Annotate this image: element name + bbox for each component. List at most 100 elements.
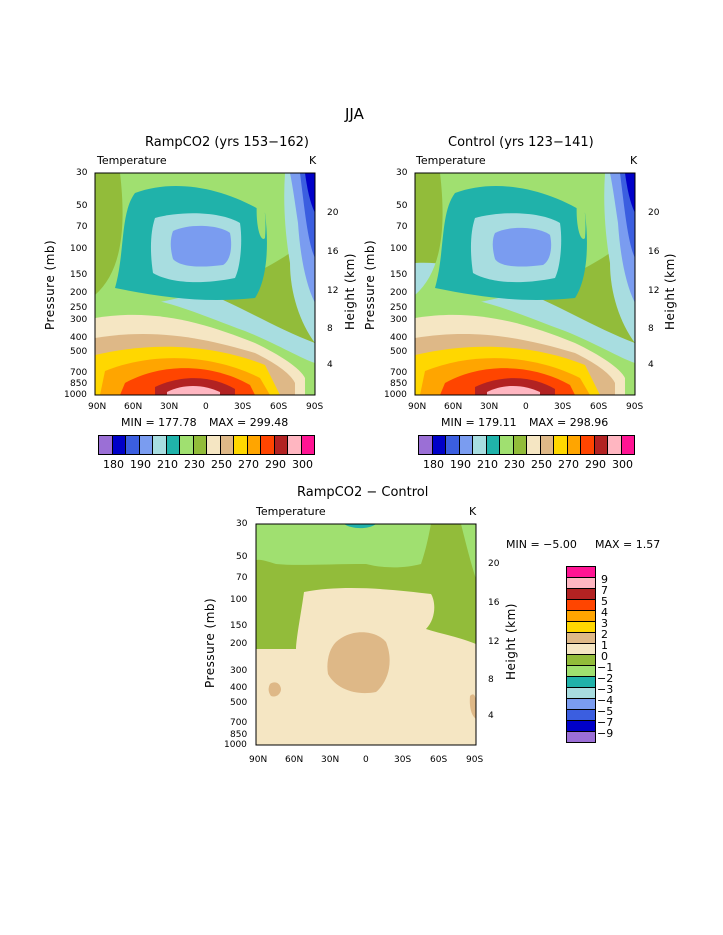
y-right-tick: 4 [648, 360, 654, 370]
y-tick: 200 [390, 288, 408, 298]
units-label: K [309, 154, 317, 167]
y-tick: 400 [390, 333, 408, 343]
colorbar-label: 210 [477, 458, 498, 471]
colorbar-label: 2 [601, 628, 608, 641]
min-label: MIN = −5.00 [506, 538, 577, 551]
y-tick: 150 [70, 270, 88, 280]
colorbar-label: 290 [585, 458, 606, 471]
colorbar-label: −1 [597, 661, 614, 674]
colorbar-label: −5 [597, 705, 614, 718]
colorbar-label: 270 [558, 458, 579, 471]
y-tick: 700 [230, 718, 248, 728]
y-tick: 70 [236, 573, 248, 583]
y-right-tick: 8 [648, 324, 654, 334]
min-label: MIN = 177.78 [121, 416, 197, 429]
y-tick: 150 [230, 621, 248, 631]
colorbar-label: 0 [601, 650, 608, 663]
y-tick: 30 [76, 168, 88, 178]
colorbar-label: −4 [597, 694, 614, 707]
colorbar-label: 230 [184, 458, 205, 471]
y-tick: 250 [390, 303, 408, 313]
max-label: MAX = 298.96 [529, 416, 609, 429]
colorbar-label: −3 [597, 683, 614, 696]
colorbar-swatch [620, 435, 635, 455]
y-right-tick: 12 [488, 637, 500, 647]
colorbar-label: 190 [130, 458, 151, 471]
y-right-tick: 12 [327, 286, 339, 296]
max-label: MAX = 1.57 [595, 538, 661, 551]
x-tick: 30N [160, 402, 179, 412]
x-tick: 90N [249, 755, 268, 765]
colorbar-label: 7 [601, 584, 608, 597]
x-tick: 60S [270, 402, 288, 412]
x-tick: 0 [363, 755, 369, 765]
colorbar-label: 190 [450, 458, 471, 471]
y-tick: 30 [236, 519, 248, 529]
y-right-tick: 8 [327, 324, 333, 334]
y-right-tick: 12 [648, 286, 660, 296]
colorbar-label: 9 [601, 573, 608, 586]
y-right-tick: 20 [648, 208, 660, 218]
colorbar-label: 230 [504, 458, 525, 471]
x-tick: 0 [523, 402, 529, 412]
y-tick: 400 [70, 333, 88, 343]
variable-label: Temperature [256, 505, 326, 518]
chart-title: RampCO2 (yrs 153−162) [145, 135, 309, 150]
y-right-axis-label: Height (km) [504, 603, 518, 680]
y-tick: 70 [76, 222, 88, 232]
x-tick: 30N [480, 402, 499, 412]
colorbar-label: 250 [211, 458, 232, 471]
colorbar-label: 300 [612, 458, 633, 471]
y-tick: 700 [390, 368, 408, 378]
x-tick: 0 [203, 402, 209, 412]
variable-label: Temperature [416, 154, 486, 167]
colorbar-label: 270 [238, 458, 259, 471]
y-tick: 850 [70, 379, 88, 389]
y-right-tick: 4 [488, 711, 494, 721]
y-tick: 1000 [64, 390, 87, 400]
y-tick: 300 [230, 666, 248, 676]
y-right-tick: 20 [327, 208, 339, 218]
chart-title: RampCO2 − Control [297, 485, 429, 500]
y-tick: 850 [390, 379, 408, 389]
y-tick: 500 [390, 347, 408, 357]
x-tick: 30S [234, 402, 252, 412]
y-tick: 500 [70, 347, 88, 357]
colorbar-label: 250 [531, 458, 552, 471]
y-tick: 100 [390, 244, 408, 254]
x-tick: 30S [554, 402, 572, 412]
y-right-tick: 16 [648, 247, 660, 257]
y-right-tick: 8 [488, 675, 494, 685]
y-tick: 700 [70, 368, 88, 378]
x-tick: 90S [306, 402, 324, 412]
y-axis-label: Pressure (mb) [203, 597, 217, 688]
y-tick: 850 [230, 730, 248, 740]
colorbar-label: 180 [423, 458, 444, 471]
chart-title: Control (yrs 123−141) [448, 135, 594, 150]
colorbar-label: −9 [597, 727, 614, 740]
colorbar-label: −7 [597, 716, 614, 729]
page-title: JJA [345, 105, 364, 123]
colorbar-label: 210 [157, 458, 178, 471]
y-tick: 200 [70, 288, 88, 298]
y-tick: 50 [236, 552, 248, 562]
min-label: MIN = 179.11 [441, 416, 517, 429]
x-tick: 90N [408, 402, 427, 412]
y-tick: 70 [396, 222, 408, 232]
x-tick: 90N [88, 402, 107, 412]
y-tick: 1000 [224, 740, 247, 750]
colorbar-label: 4 [601, 606, 608, 619]
y-tick: 150 [390, 270, 408, 280]
variable-label: Temperature [97, 154, 167, 167]
y-tick: 50 [396, 201, 408, 211]
units-label: K [469, 505, 477, 518]
x-tick: 60N [444, 402, 463, 412]
y-right-tick: 4 [327, 360, 333, 370]
y-tick: 500 [230, 698, 248, 708]
colorbar-label: 300 [292, 458, 313, 471]
y-tick: 250 [70, 303, 88, 313]
y-tick: 400 [230, 683, 248, 693]
y-tick: 50 [76, 201, 88, 211]
